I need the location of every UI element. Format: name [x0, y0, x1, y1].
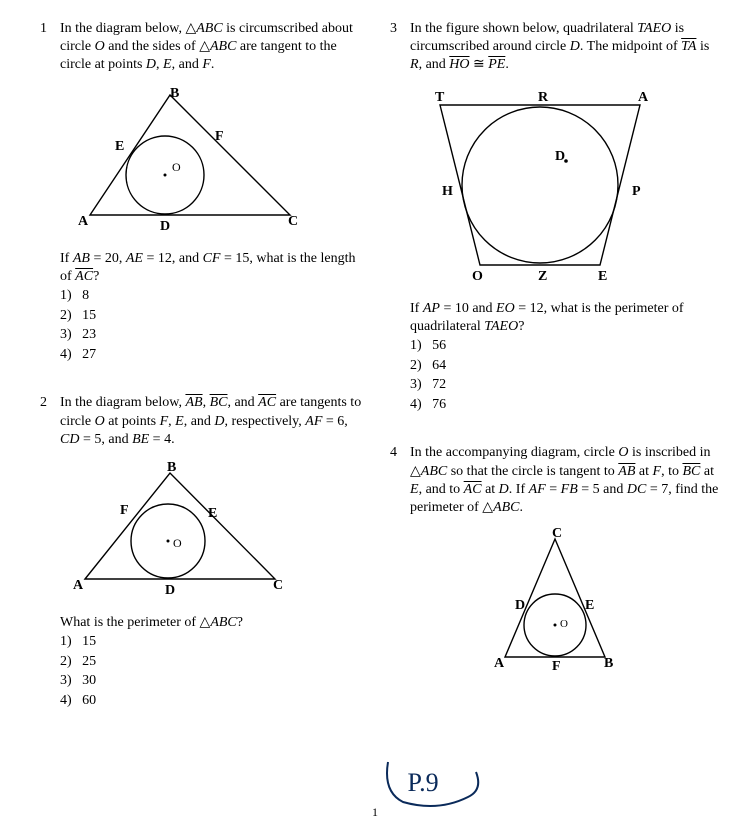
- problem-2-text: In the diagram below, AB, BC, and AC are…: [60, 394, 370, 449]
- problem-4: 4 In the accompanying diagram, circle O …: [390, 444, 720, 692]
- svg-text:D: D: [515, 598, 525, 613]
- problem-1-diagram: B A C E F D O: [60, 85, 370, 240]
- problem-3-text: In the figure shown below, quadrilateral…: [410, 20, 720, 75]
- svg-text:E: E: [585, 598, 594, 613]
- choice: 4) 27: [60, 345, 370, 365]
- problem-4-text: In the accompanying diagram, circle O is…: [410, 444, 720, 517]
- problem-1-header: 1 In the diagram below, △ABC is circumsc…: [40, 20, 370, 75]
- svg-text:H: H: [442, 184, 453, 199]
- problem-2-diagram: B A C F E D O: [60, 459, 370, 604]
- problem-4-header: 4 In the accompanying diagram, circle O …: [390, 444, 720, 517]
- problem-3-number: 3: [390, 20, 410, 38]
- problem-3-header: 3 In the figure shown below, quadrilater…: [390, 20, 720, 75]
- problem-1-text: In the diagram below, △ABC is circumscri…: [60, 20, 370, 75]
- choice: 3) 23: [60, 325, 370, 345]
- svg-text:R: R: [538, 90, 549, 105]
- left-column: 1 In the diagram below, △ABC is circumsc…: [40, 20, 370, 740]
- choice: 2) 15: [60, 306, 370, 326]
- svg-text:C: C: [552, 527, 562, 541]
- problem-2-choices: 1) 15 2) 25 3) 30 4) 60: [60, 632, 370, 710]
- problem-1-question: If AB = 20, AE = 12, and CF = 15, what i…: [60, 250, 370, 286]
- problem-3-diagram: T R A H D P O Z E: [410, 85, 720, 290]
- svg-text:B: B: [604, 656, 613, 671]
- problem-2: 2 In the diagram below, AB, BC, and AC a…: [40, 394, 370, 710]
- choice: 2) 25: [60, 652, 370, 672]
- problem-1-choices: 1) 8 2) 15 3) 23 4) 27: [60, 286, 370, 364]
- svg-text:O: O: [560, 618, 568, 630]
- worksheet-page: 1 In the diagram below, △ABC is circumsc…: [0, 0, 750, 750]
- problem-2-number: 2: [40, 394, 60, 412]
- svg-text:E: E: [598, 269, 607, 284]
- svg-text:F: F: [120, 503, 129, 518]
- choice: 4) 60: [60, 691, 370, 711]
- choice: 3) 72: [410, 375, 720, 395]
- svg-text:C: C: [273, 578, 283, 593]
- problem-2-question: What is the perimeter of △ABC?: [60, 614, 370, 632]
- problem-1: 1 In the diagram below, △ABC is circumsc…: [40, 20, 370, 364]
- svg-text:F: F: [215, 129, 224, 144]
- page-footer: P.9 1: [0, 760, 750, 840]
- annotation-text: P.9: [408, 768, 439, 797]
- svg-text:D: D: [555, 149, 565, 164]
- problem-1-number: 1: [40, 20, 60, 38]
- svg-text:C: C: [288, 214, 298, 229]
- choice: 4) 76: [410, 395, 720, 415]
- choice: 1) 8: [60, 286, 370, 306]
- svg-text:O: O: [172, 160, 181, 174]
- page-number: 1: [372, 805, 378, 820]
- svg-text:A: A: [638, 90, 649, 105]
- svg-text:E: E: [115, 139, 124, 154]
- svg-text:B: B: [167, 460, 176, 475]
- choice: 1) 15: [60, 632, 370, 652]
- svg-text:E: E: [208, 506, 217, 521]
- problem-3-question: If AP = 10 and EO = 12, what is the peri…: [410, 300, 720, 336]
- problem-2-header: 2 In the diagram below, AB, BC, and AC a…: [40, 394, 370, 449]
- problem-3: 3 In the figure shown below, quadrilater…: [390, 20, 720, 414]
- svg-text:D: D: [165, 583, 175, 598]
- svg-text:A: A: [73, 578, 84, 593]
- svg-text:F: F: [552, 659, 561, 674]
- svg-text:D: D: [160, 219, 170, 234]
- problem-4-diagram: C A B D E F O: [480, 527, 720, 682]
- right-column: 3 In the figure shown below, quadrilater…: [390, 20, 720, 740]
- choice: 3) 30: [60, 671, 370, 691]
- svg-text:T: T: [435, 90, 445, 105]
- choice: 2) 64: [410, 356, 720, 376]
- svg-text:O: O: [472, 269, 483, 284]
- svg-text:P: P: [632, 184, 641, 199]
- handwritten-annotation: P.9: [398, 760, 429, 790]
- problem-4-number: 4: [390, 444, 410, 462]
- svg-text:A: A: [78, 214, 89, 229]
- svg-text:O: O: [173, 536, 182, 550]
- svg-text:B: B: [170, 86, 179, 101]
- svg-text:Z: Z: [538, 269, 547, 284]
- choice: 1) 56: [410, 336, 720, 356]
- svg-text:A: A: [494, 656, 505, 671]
- problem-3-choices: 1) 56 2) 64 3) 72 4) 76: [410, 336, 720, 414]
